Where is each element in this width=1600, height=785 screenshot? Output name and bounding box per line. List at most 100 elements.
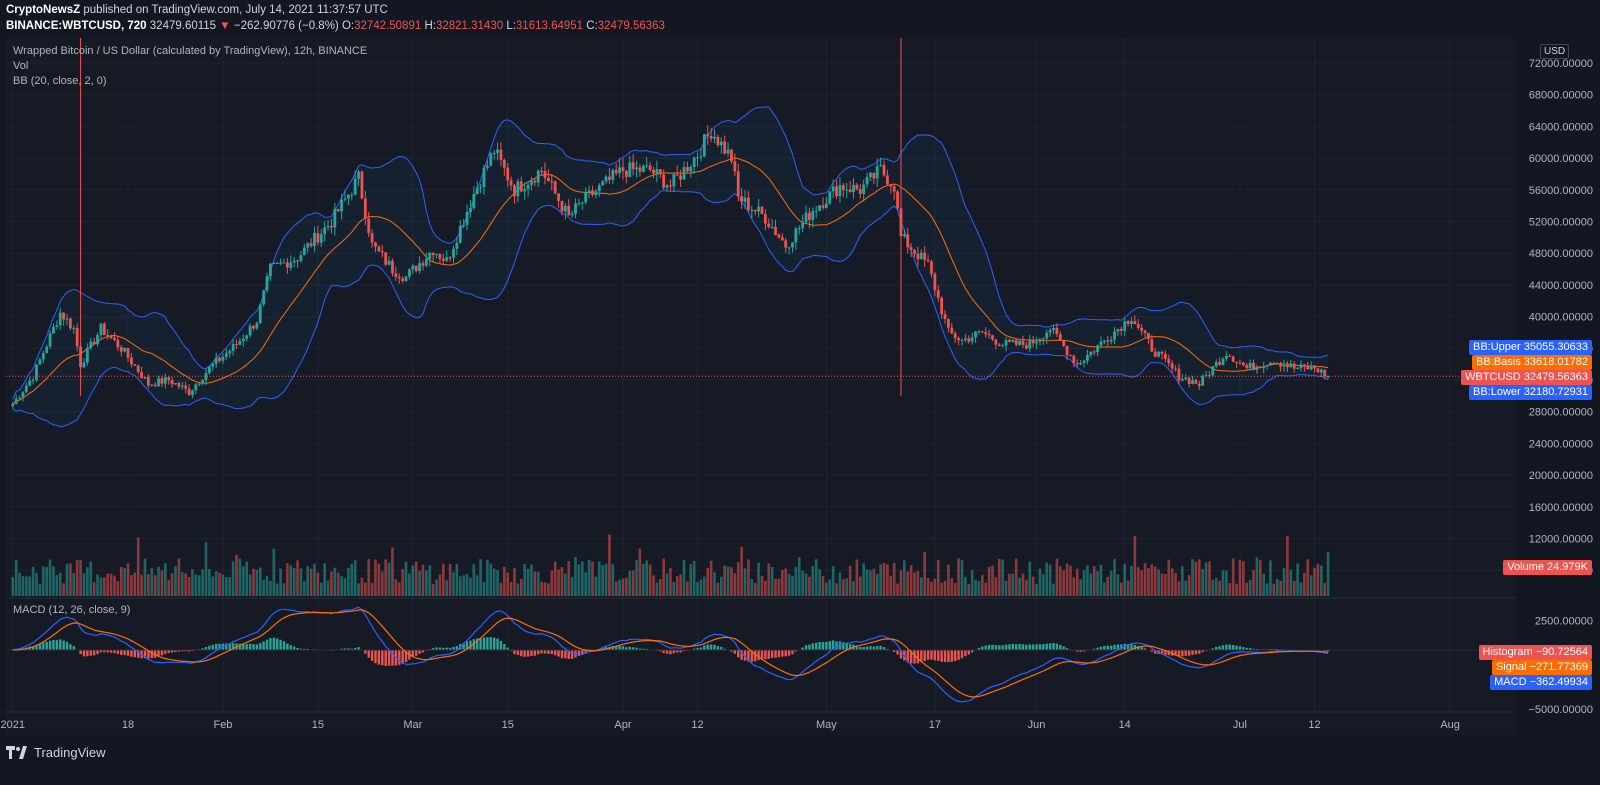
candle-body — [191, 390, 194, 395]
volume-bar — [14, 560, 18, 596]
macd-histogram-bar — [659, 650, 662, 652]
macd-tick-label: 2500.00000 — [1535, 616, 1593, 628]
macd-histogram-bar — [55, 639, 59, 650]
macd-histogram-bar — [228, 643, 231, 650]
candle-body — [418, 263, 421, 272]
candle-body — [513, 185, 516, 197]
macd-histogram-bar — [564, 650, 567, 659]
volume-bar — [1191, 559, 1194, 596]
time-tick-label: 17 — [929, 719, 941, 731]
volume-bar — [245, 561, 248, 596]
macd-histogram-bar — [601, 647, 604, 650]
candle-body — [309, 243, 313, 247]
candle-body — [1055, 327, 1059, 335]
macd-histogram-bar — [1184, 650, 1187, 656]
macd-legend[interactable]: MACD (12, 26, close, 9) — [13, 604, 131, 616]
candle-body — [811, 211, 815, 220]
candle-body — [540, 170, 544, 172]
candle-body — [428, 252, 432, 260]
macd-histogram-bar — [174, 650, 177, 652]
volume-bar — [347, 567, 350, 596]
volume-bar — [1045, 562, 1049, 596]
macd-histogram-bar — [79, 650, 82, 655]
macd-histogram-bar — [130, 650, 133, 657]
close-label: C: — [586, 20, 598, 32]
macd-histogram-bar — [357, 647, 360, 650]
volume-bar — [69, 563, 72, 596]
candle-body — [858, 189, 862, 194]
publish-line: CryptoNewsZ published on TradingView.com… — [6, 4, 388, 16]
volume-bar — [1286, 535, 1289, 596]
candle-body — [933, 273, 937, 291]
volume-bar — [286, 563, 289, 596]
candle-body — [814, 210, 818, 212]
candle-body — [1014, 340, 1018, 345]
tradingview-brand[interactable]: TradingView — [6, 745, 106, 760]
candle-body — [1038, 339, 1042, 342]
candle-body — [1211, 366, 1215, 376]
volume-bar — [452, 572, 455, 596]
volume-bar — [577, 564, 581, 596]
candle-body — [479, 187, 482, 189]
macd-histogram-bar — [506, 647, 509, 650]
candle-body — [1018, 340, 1022, 345]
volume-bar — [597, 561, 601, 596]
macd-histogram-bar — [533, 650, 537, 656]
candle-body — [801, 222, 805, 229]
candle-body — [163, 377, 167, 384]
volume-bar — [380, 571, 384, 596]
volume-bar — [1181, 566, 1184, 596]
macd-histogram-bar — [930, 650, 933, 660]
macd-histogram-bar — [1109, 645, 1113, 650]
macd-histogram-bar — [1038, 644, 1042, 650]
chart-pane[interactable] — [6, 38, 1516, 735]
candle-body — [794, 228, 798, 243]
volume-bar — [1157, 569, 1160, 596]
macd-histogram-bar — [920, 650, 923, 662]
candle-body — [52, 326, 55, 334]
volume-bar — [906, 571, 910, 596]
time-tick-label: May — [816, 719, 837, 731]
macd-histogram-bar — [201, 648, 204, 650]
candle-body — [1275, 363, 1279, 365]
volume-bar — [184, 573, 187, 596]
chart-title-legend[interactable]: Wrapped Bitcoin / US Dollar (calculated … — [13, 45, 368, 57]
volume-bar — [191, 569, 194, 596]
macd-histogram-bar — [882, 647, 886, 650]
candle-body — [302, 247, 306, 256]
volume-bar — [947, 564, 950, 596]
candle-body — [669, 185, 672, 187]
volume-bar — [211, 576, 215, 596]
macd-histogram-bar — [286, 643, 289, 650]
candle-body — [360, 171, 364, 199]
candle-body — [685, 167, 689, 172]
volume-bar — [740, 546, 743, 596]
volume-bar — [1025, 579, 1028, 596]
macd-histogram-bar — [160, 650, 164, 656]
candle-body — [984, 332, 988, 335]
volume-bar — [953, 583, 957, 596]
candle-body — [774, 226, 777, 235]
publisher-name[interactable]: CryptoNewsZ — [6, 4, 81, 16]
volume-bar — [991, 565, 994, 596]
macd-histogram-bar — [1143, 648, 1147, 650]
candle-body — [1133, 321, 1137, 325]
candle-body — [116, 339, 120, 348]
macd-line — [12, 606, 1329, 703]
candle-body — [397, 276, 401, 279]
candle-body — [1214, 362, 1218, 367]
candle-body — [916, 253, 920, 260]
candle-body — [31, 379, 35, 381]
bb-legend[interactable]: BB (20, close, 2, 0) — [13, 75, 107, 87]
macd-histogram-bar — [303, 648, 306, 650]
volume-bar — [1011, 573, 1015, 596]
candle-body — [448, 257, 452, 259]
volume-bar — [933, 578, 937, 596]
volume-bar — [747, 559, 750, 596]
vol-legend[interactable]: Vol — [13, 60, 29, 72]
currency-label[interactable]: USD — [1540, 44, 1570, 59]
macd-histogram-bar — [1218, 646, 1221, 650]
volume-bar — [655, 582, 659, 596]
time-tick-label: Jun — [1028, 719, 1046, 731]
